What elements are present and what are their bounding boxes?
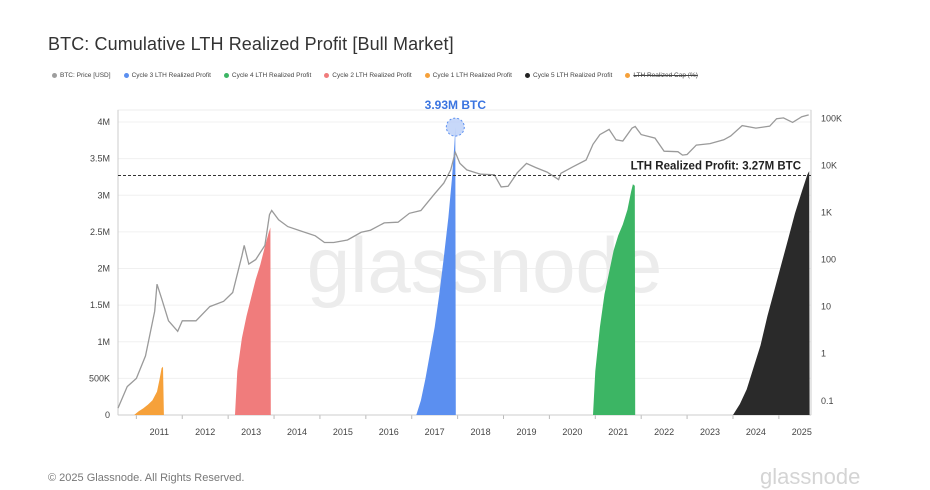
y-right-tick-label: 1K (821, 207, 832, 217)
legend-label: LTH Realized Cap (%) (633, 71, 698, 79)
legend-item[interactable]: Cycle 4 LTH Realized Profit (223, 71, 312, 79)
legend-label: BTC: Price [USD] (60, 71, 111, 79)
y-left-tick-label: 1M (97, 337, 110, 347)
legend-swatch (424, 72, 430, 78)
legend-label: Cycle 3 LTH Realized Profit (131, 71, 211, 79)
series-area-cycle-5 (733, 171, 810, 415)
copyright-text: © 2025 Glassnode. All Rights Reserved. (48, 472, 245, 484)
plot-area (117, 109, 812, 416)
y-left-tick-label: 3M (97, 190, 110, 200)
x-tick-label: 2014 (287, 427, 307, 437)
x-tick-label: 2017 (425, 427, 445, 437)
legend-label: Cycle 2 LTH Realized Profit (332, 71, 412, 79)
series-area-cycle-3 (416, 127, 456, 415)
legend-item[interactable]: BTC: Price [USD] (52, 72, 111, 79)
legend-swatch (625, 72, 631, 78)
peak-marker (445, 117, 465, 137)
threshold-label: LTH Realized Profit: 3.27M BTC (631, 160, 801, 172)
legend-label: Cycle 1 LTH Realized Profit (432, 71, 512, 79)
legend-swatch (525, 72, 530, 78)
x-tick-label: 2012 (195, 427, 215, 437)
y-right-tick-label: 100 (821, 255, 836, 265)
x-tick-label: 2019 (516, 427, 536, 437)
x-tick-label: 2016 (379, 427, 399, 437)
watermark-text: glassnode (307, 221, 663, 309)
legend-swatch (123, 72, 129, 78)
series-area-cycle-1 (134, 366, 164, 415)
legend-item[interactable]: Cycle 2 LTH Realized Profit (324, 71, 412, 79)
legend-item[interactable]: Cycle 3 LTH Realized Profit (123, 71, 211, 79)
legend-item[interactable]: LTH Realized Cap (%) (625, 72, 698, 79)
chart-title: BTC: Cumulative LTH Realized Profit [Bul… (48, 34, 454, 54)
y-right-tick-label: 10 (821, 302, 831, 312)
x-tick-label: 2024 (746, 427, 766, 437)
y-left-tick-label: 4M (97, 117, 110, 127)
legend-swatch (324, 72, 330, 78)
x-tick-label: 2021 (608, 427, 628, 437)
legend-swatch (52, 72, 57, 78)
y-left-tick-label: 2.5M (90, 227, 110, 237)
y-right-tick-label: 1 (821, 349, 826, 359)
x-tick-label: 2025 (792, 427, 812, 437)
x-tick-label: 2013 (241, 427, 261, 437)
y-right-tick-label: 100K (821, 113, 842, 123)
legend-item[interactable]: Cycle 1 LTH Realized Profit (424, 71, 512, 79)
y-left-tick-label: 2M (97, 264, 110, 274)
y-right-tick-label: 10K (821, 160, 837, 170)
chart-legend: BTC: Price [USD] Cycle 3 LTH Realized Pro… (52, 69, 698, 81)
legend-label: Cycle 5 LTH Realized Profit (533, 71, 613, 79)
x-tick-label: 2015 (333, 427, 353, 437)
y-left-tick-label: 0 (105, 410, 110, 420)
legend-swatch (223, 72, 229, 78)
x-tick-label: 2011 (150, 427, 169, 437)
x-tick-label: 2022 (654, 427, 674, 437)
y-right-tick-label: 0.1 (821, 396, 834, 406)
series-area-cycle-4 (593, 184, 636, 415)
y-left-tick-label: 500K (89, 373, 110, 383)
y-left-tick-label: 1.5M (90, 300, 110, 310)
x-tick-label: 2018 (471, 427, 491, 437)
price-line (117, 114, 809, 409)
series-area-cycle-2 (235, 227, 271, 415)
peak-label: 3.93M BTC (425, 98, 487, 112)
legend-item[interactable]: Cycle 5 LTH Realized Profit (525, 72, 612, 79)
x-tick-label: 2020 (562, 427, 582, 437)
legend-label: Cycle 4 LTH Realized Profit (231, 71, 312, 79)
footer-logo: glassnode (760, 464, 861, 489)
x-tick-label: 2023 (700, 427, 720, 437)
y-left-tick-label: 3.5M (90, 154, 110, 164)
